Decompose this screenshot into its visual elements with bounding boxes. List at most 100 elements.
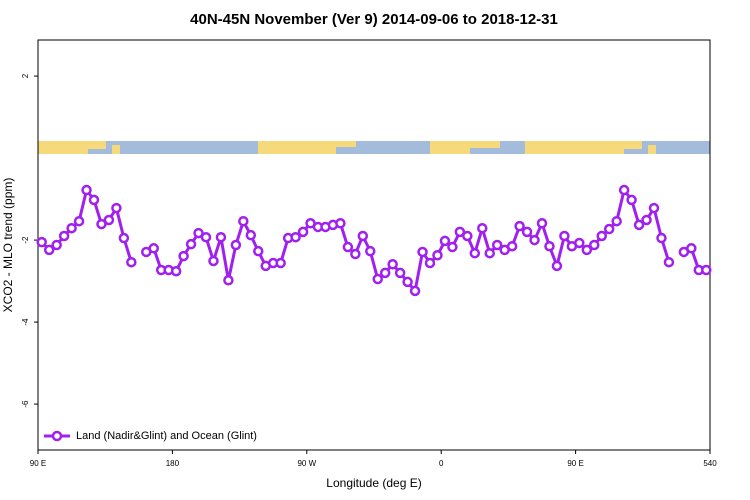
data-point	[663, 256, 675, 268]
land-ocean-band	[38, 141, 710, 154]
data-point	[574, 237, 585, 249]
data-point	[350, 248, 361, 260]
data-point	[611, 215, 622, 227]
land-band	[430, 141, 470, 154]
data-point	[88, 194, 100, 206]
data-point	[596, 230, 607, 242]
data-point	[81, 184, 92, 196]
data-point	[544, 240, 555, 252]
data-point	[253, 245, 264, 257]
land-band	[38, 141, 88, 154]
y-tick-label: -6	[21, 400, 30, 408]
x-tick-label: 0	[439, 459, 444, 468]
data-point	[454, 226, 466, 238]
land-band	[470, 141, 500, 148]
y-tick-label: 2	[21, 73, 30, 78]
data-point	[170, 265, 182, 277]
data-point	[656, 232, 667, 244]
data-point	[559, 230, 570, 242]
data-point	[447, 241, 458, 253]
data-point	[96, 218, 107, 230]
data-point	[409, 285, 421, 297]
data-point	[342, 241, 354, 253]
data-point	[402, 276, 413, 288]
land-band	[112, 145, 120, 154]
data-point	[238, 215, 249, 227]
data-point	[36, 236, 47, 248]
data-point	[387, 259, 398, 270]
x-tick-label: 180	[166, 459, 180, 468]
data-point	[521, 226, 533, 238]
data-point	[439, 235, 451, 247]
land-band	[258, 141, 336, 154]
data-point	[111, 202, 122, 214]
data-point	[290, 231, 301, 243]
data-point	[357, 230, 369, 242]
data-point	[51, 239, 62, 251]
x-tick-label: 540	[703, 459, 717, 468]
data-point	[200, 231, 212, 243]
y-tick-label: -2	[21, 236, 30, 244]
data-point	[148, 243, 159, 254]
data-point	[491, 239, 503, 251]
data-point	[603, 223, 615, 235]
data-point	[379, 267, 391, 279]
data-point	[215, 231, 227, 243]
land-band	[525, 141, 587, 154]
data-point	[66, 222, 77, 234]
data-point	[462, 230, 473, 242]
data-point	[633, 219, 645, 231]
land-band	[624, 141, 642, 149]
land-band	[587, 141, 624, 154]
data-point	[58, 230, 70, 242]
legend-marker	[51, 430, 63, 442]
data-point	[297, 226, 309, 238]
data-point	[648, 202, 660, 214]
x-axis-label: Longitude (deg E)	[326, 476, 421, 490]
data-point	[641, 214, 652, 226]
x-tick-label: 90 W	[297, 459, 316, 468]
data-point	[178, 250, 189, 262]
legend-label: Land (Nadir&Glint) and Ocean (Glint)	[76, 430, 257, 442]
x-tick-label: 90 E	[567, 459, 583, 468]
data-point	[701, 264, 712, 276]
data-point	[245, 229, 257, 241]
data-point	[73, 215, 85, 227]
land-band	[88, 141, 106, 149]
data-point	[514, 220, 525, 232]
data-point	[193, 227, 204, 239]
y-tick-label: -4	[21, 318, 30, 326]
data-point	[335, 218, 346, 229]
land-band	[336, 141, 356, 147]
data-point	[536, 218, 548, 229]
data-point	[208, 255, 219, 267]
data-point	[185, 238, 197, 250]
data-point	[275, 257, 286, 269]
data-point	[589, 239, 600, 251]
chart-title: 40N-45N November (Ver 9) 2014-09-06 to 2…	[190, 11, 558, 28]
data-point	[103, 214, 115, 226]
data-point	[469, 247, 481, 259]
data-point	[477, 222, 488, 234]
data-point	[618, 184, 630, 196]
data-point	[506, 240, 518, 252]
land-band	[648, 145, 656, 154]
data-point	[372, 273, 383, 285]
data-point	[686, 243, 697, 254]
data-point	[43, 244, 55, 256]
data-point	[365, 245, 376, 257]
data-point	[394, 267, 406, 279]
plot-frame	[37, 39, 711, 451]
y-axis-label: XCO2 - MLO trend (ppm)	[1, 178, 15, 313]
data-point	[223, 275, 234, 286]
data-point	[230, 239, 242, 251]
data-point	[529, 234, 540, 246]
data-point	[626, 194, 637, 206]
data-point	[484, 247, 495, 259]
data-point	[424, 257, 436, 269]
x-tick-label: 90 E	[30, 459, 46, 468]
data-point	[118, 232, 130, 244]
data-point	[432, 250, 443, 261]
data-point	[417, 246, 428, 258]
